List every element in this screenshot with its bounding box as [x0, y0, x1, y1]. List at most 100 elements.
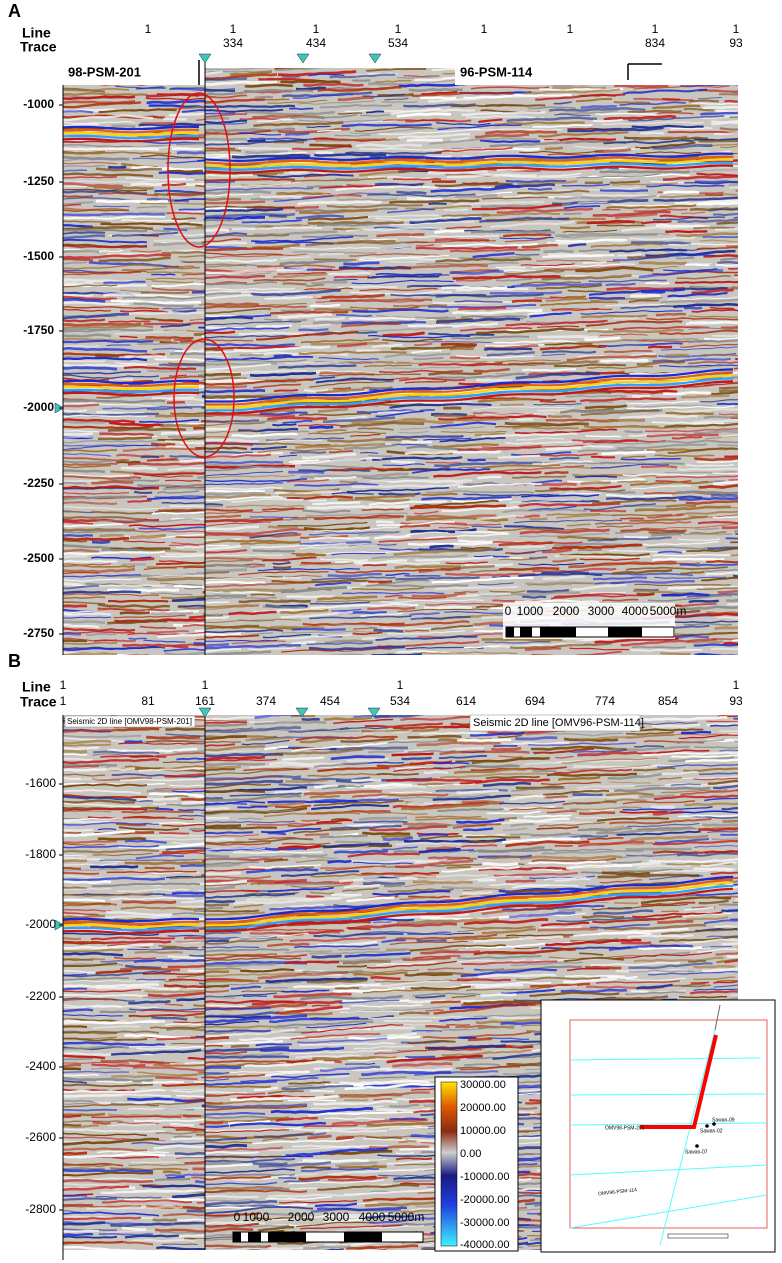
- seismic-reflector: [63, 620, 106, 625]
- seismic-reflector: [205, 909, 260, 913]
- seismic-reflector: [63, 203, 82, 207]
- seismic-reflector: [620, 1262, 638, 1263]
- seismic-reflector: [362, 564, 387, 567]
- seismic-reflector: [193, 1080, 205, 1084]
- seismic-reflector: [707, 779, 738, 785]
- seismic-reflector: [719, 127, 738, 131]
- seismic-reflector: [603, 662, 681, 666]
- seismic-reflector: [565, 863, 633, 870]
- seismic-reflector: [514, 947, 539, 950]
- seismic-reflector: [635, 141, 696, 150]
- seismic-reflector: [299, 562, 354, 566]
- seismic-reflector: [238, 599, 311, 604]
- seismic-reflector: [399, 895, 436, 901]
- seismic-reflector: [561, 232, 670, 239]
- seismic-reflector: [620, 528, 687, 533]
- seismic-reflector: [253, 383, 302, 389]
- seismic-reflector: [427, 170, 488, 175]
- seismic-reflector: [163, 893, 205, 898]
- seismic-reflector: [623, 535, 648, 539]
- seismic-reflector: [205, 290, 302, 294]
- seismic-reflector: [631, 241, 692, 246]
- seismic-reflector: [360, 582, 379, 586]
- seismic-reflector: [412, 468, 491, 474]
- seismic-reflector: [344, 1082, 447, 1091]
- depth-label: -2500: [23, 551, 54, 565]
- seismic-reflector: [317, 1183, 420, 1191]
- map-label: Sawan-02: [700, 1128, 723, 1134]
- seismic-reflector: [160, 423, 205, 428]
- seismic-reflector: [509, 499, 582, 504]
- seismic-reflector: [63, 327, 154, 332]
- seismic-reflector: [63, 414, 148, 418]
- seismic-reflector: [684, 532, 733, 536]
- seismic-reflector: [158, 945, 177, 948]
- seismic-reflector: [343, 883, 381, 889]
- seismic-reflector: [63, 95, 136, 101]
- seismic-reflector: [178, 208, 205, 211]
- seismic-reflector: [694, 527, 720, 531]
- seismic-reflector: [375, 216, 478, 221]
- seismic-reflector: [639, 55, 735, 56]
- seismic-reflector: [630, 834, 709, 842]
- seismic-reflector: [191, 290, 205, 294]
- seismic-reflector: [246, 822, 313, 826]
- seismic-reflector: [63, 1261, 87, 1262]
- seismic-reflector: [111, 773, 205, 778]
- seismic-reflector: [90, 865, 139, 869]
- seismic-reflector: [63, 1194, 88, 1198]
- seismic-reflector: [205, 755, 266, 761]
- seismic-reflector: [274, 804, 312, 809]
- seismic-reflector: [429, 544, 454, 549]
- seismic-reflector: [704, 826, 738, 830]
- seismic-reflector: [614, 786, 711, 793]
- colorbar: [440, 1081, 458, 1247]
- seismic-reflector: [301, 717, 320, 721]
- seismic-reflector: [161, 595, 205, 600]
- seismic-reflector: [251, 682, 329, 683]
- seismic-reflector: [522, 368, 577, 372]
- seismic-reflector: [331, 608, 362, 612]
- seismic-reflector: [205, 427, 230, 431]
- seismic-reflector: [124, 1234, 179, 1239]
- seismic-reflector: [714, 227, 738, 231]
- seismic-reflector: [63, 1063, 82, 1068]
- depth-label: -2000: [25, 917, 56, 931]
- seismic-reflector: [205, 88, 314, 96]
- seismic-reflector: [601, 121, 705, 126]
- seismic-reflector: [288, 727, 349, 733]
- seismic-reflector: [205, 767, 236, 772]
- seismic-reflector: [150, 592, 193, 596]
- seismic-reflector: [627, 660, 717, 662]
- seismic-reflector: [328, 271, 371, 276]
- seismic-reflector: [306, 184, 343, 188]
- seismic-reflector: [97, 608, 134, 611]
- seismic-reflector: [205, 775, 284, 782]
- seismic-reflector: [439, 750, 530, 756]
- seismic-reflector: [205, 378, 266, 383]
- seismic-reflector: [63, 464, 112, 469]
- seismic-reflector: [381, 939, 406, 943]
- seismic-reflector: [205, 615, 230, 620]
- seismic-reflector: [699, 239, 738, 243]
- seismic-reflector: [446, 673, 524, 674]
- seismic-reflector: [291, 640, 316, 646]
- seismic-reflector: [264, 1212, 307, 1216]
- seismic-reflector: [564, 205, 601, 209]
- seismic-reflector: [308, 645, 405, 652]
- seismic-reflector: [613, 343, 644, 348]
- seismic-reflector: [346, 969, 420, 974]
- seismic-reflector: [523, 814, 572, 818]
- seismic-reflector: [241, 739, 290, 746]
- seismic-reflector: [292, 457, 383, 465]
- seismic-reflector: [63, 1216, 142, 1221]
- seismic-reflector: [205, 137, 248, 141]
- seismic-reflector: [706, 26, 736, 28]
- trace-number: 614: [456, 694, 476, 708]
- seismic-reflector: [556, 514, 617, 519]
- seismic-reflector: [538, 131, 629, 138]
- seismic-reflector: [374, 1079, 435, 1084]
- seismic-reflector: [278, 1199, 358, 1204]
- seismic-reflector: [301, 561, 332, 565]
- seismic-reflector: [205, 155, 230, 159]
